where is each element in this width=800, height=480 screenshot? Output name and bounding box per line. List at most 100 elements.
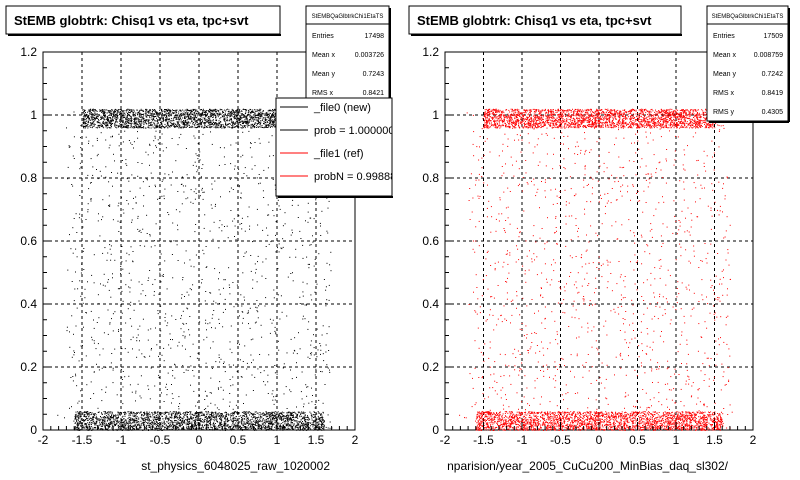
data-point (285, 416, 287, 418)
data-point (248, 125, 250, 126)
data-point (261, 413, 263, 415)
data-point (97, 425, 99, 427)
data-point (284, 420, 286, 421)
data-point (91, 118, 93, 120)
data-point (172, 429, 174, 431)
data-point (294, 426, 296, 428)
data-point (137, 118, 139, 120)
data-point (156, 115, 158, 117)
data-point (224, 423, 226, 425)
data-point (256, 119, 258, 121)
data-point (220, 421, 222, 423)
data-point (141, 415, 143, 417)
data-point (159, 118, 161, 120)
data-point (297, 427, 299, 429)
data-point (175, 126, 177, 128)
data-point (170, 425, 172, 427)
data-point (86, 120, 87, 122)
data-point (222, 124, 224, 126)
data-point (118, 424, 120, 426)
data-point (234, 111, 236, 113)
data-point (181, 422, 183, 424)
data-point (85, 424, 87, 426)
data-point (235, 411, 237, 413)
data-point (176, 116, 178, 118)
data-point (172, 413, 174, 415)
data-point (286, 425, 288, 427)
data-point (171, 423, 173, 425)
data-point (323, 421, 325, 423)
data-point (212, 415, 214, 417)
data-point (128, 429, 130, 431)
data-point (147, 414, 149, 416)
data-point (146, 109, 148, 111)
data-point (160, 108, 162, 110)
data-point (221, 413, 222, 414)
data-point (267, 428, 269, 430)
data-point (257, 422, 259, 424)
data-point (192, 428, 194, 429)
data-point (181, 429, 183, 431)
data-point (109, 426, 111, 428)
data-point (162, 425, 164, 427)
data-point (234, 426, 236, 428)
data-point (227, 113, 229, 115)
data-point (77, 419, 79, 421)
data-point (189, 117, 191, 119)
data-point (266, 427, 268, 429)
data-point (106, 122, 108, 124)
data-point (171, 428, 173, 430)
data-point (194, 423, 196, 425)
data-point (102, 116, 104, 118)
data-point (107, 115, 109, 117)
data-point (169, 422, 171, 424)
data-point (296, 416, 298, 418)
data-point (153, 423, 155, 425)
data-point (168, 424, 170, 426)
data-point (163, 421, 165, 423)
data-point (305, 427, 307, 429)
data-point (322, 422, 324, 423)
data-point (117, 121, 119, 123)
data-point (215, 417, 217, 419)
data-point (184, 123, 186, 125)
data-point (257, 109, 259, 111)
data-point (226, 428, 228, 430)
data-point (248, 411, 250, 413)
data-point (83, 120, 85, 122)
data-point (83, 127, 84, 129)
data-point (89, 418, 90, 420)
data-point (307, 423, 309, 425)
data-point (269, 117, 271, 119)
data-point (173, 122, 175, 124)
data-point (109, 419, 111, 421)
data-point (114, 421, 116, 423)
data-point (219, 122, 221, 124)
data-point (255, 428, 257, 430)
data-point (197, 420, 198, 422)
data-point (161, 426, 163, 428)
data-point (106, 424, 108, 426)
data-point (94, 414, 95, 416)
data-point (155, 419, 157, 420)
data-point (246, 420, 248, 422)
data-point (93, 420, 95, 422)
data-point (257, 113, 259, 115)
data-point (187, 112, 189, 114)
data-point (280, 419, 282, 421)
data-point (272, 421, 274, 423)
data-point (259, 110, 261, 112)
data-point (254, 124, 256, 126)
data-point (321, 429, 323, 431)
data-point (118, 420, 120, 422)
data-point (154, 127, 156, 129)
data-point (233, 428, 235, 430)
data-point (87, 120, 89, 122)
data-point (179, 419, 181, 421)
data-point (142, 118, 144, 120)
data-point (182, 423, 184, 425)
data-point (196, 109, 198, 111)
data-point (254, 122, 256, 124)
data-point (79, 422, 81, 424)
data-point (92, 116, 94, 118)
